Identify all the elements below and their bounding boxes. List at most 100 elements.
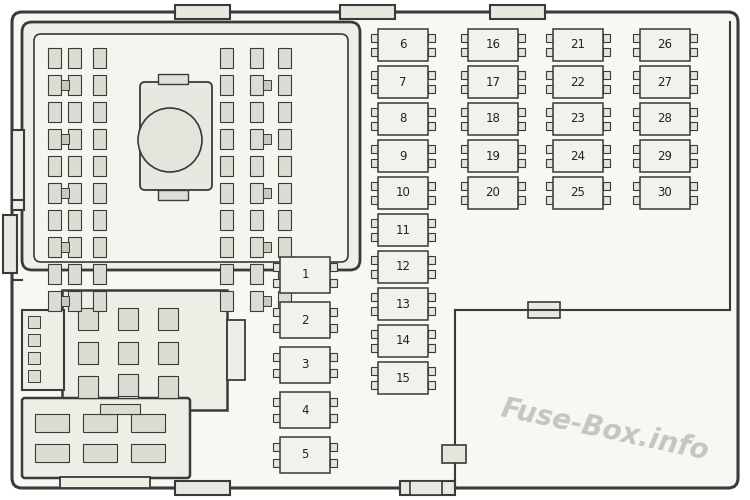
Bar [48,237,61,257]
Bar [330,443,337,452]
Bar [518,196,525,204]
Bar [278,210,291,230]
Bar [273,414,280,422]
Bar [68,237,81,257]
Text: 13: 13 [395,298,410,310]
Text: Fuse-Box.info: Fuse-Box.info [498,394,712,466]
Bar [220,48,233,68]
Bar [546,145,553,153]
Bar [468,29,518,61]
Bar [93,75,106,95]
Bar [330,308,337,316]
Bar [428,71,435,79]
Bar [93,48,106,68]
Bar [22,310,64,390]
Text: 22: 22 [571,76,586,88]
Bar [428,270,435,278]
Text: 18: 18 [485,112,500,126]
Bar [227,320,245,380]
Circle shape [138,108,202,172]
Bar [546,159,553,167]
Bar [62,290,227,410]
Bar [340,5,395,19]
Bar [250,210,263,230]
Bar [48,48,61,68]
Bar [428,48,435,56]
FancyBboxPatch shape [34,34,348,262]
Bar [48,129,61,149]
Bar [273,443,280,452]
Bar [442,445,466,463]
Bar [48,210,61,230]
Text: 29: 29 [658,150,673,162]
Bar [28,334,40,346]
Text: 25: 25 [571,186,586,200]
Bar [428,108,435,116]
Bar [100,404,140,414]
Bar [60,477,150,488]
Bar [428,293,435,301]
Text: 9: 9 [399,150,406,162]
Bar [378,362,428,394]
Bar [603,159,610,167]
Bar [528,302,560,318]
Bar [93,237,106,257]
Bar [175,481,230,495]
Bar [371,307,378,315]
Bar [603,48,610,56]
Bar [378,288,428,320]
Bar [371,293,378,301]
Text: 3: 3 [302,358,309,372]
Bar [263,242,271,252]
Bar [78,376,98,398]
Bar [220,102,233,122]
FancyBboxPatch shape [140,82,212,190]
Text: 11: 11 [395,224,410,236]
Bar [378,103,428,135]
Bar [468,140,518,172]
Bar [118,376,138,398]
Bar [640,140,690,172]
Bar [35,414,69,432]
Text: 4: 4 [302,404,309,416]
Bar [250,291,263,311]
Bar [371,85,378,93]
Bar [371,108,378,116]
Bar [278,156,291,176]
Bar [61,188,69,198]
Bar [461,85,468,93]
FancyBboxPatch shape [12,12,738,488]
Bar [690,182,697,190]
Bar [633,159,640,167]
Bar [461,182,468,190]
Bar [83,414,117,432]
Bar [48,264,61,284]
Bar [250,75,263,95]
Bar [371,145,378,153]
Bar [633,48,640,56]
Text: 15: 15 [395,372,410,384]
Bar [428,367,435,375]
Bar [603,85,610,93]
Bar [428,159,435,167]
Bar [546,71,553,79]
Bar [633,34,640,42]
Bar [371,122,378,130]
Bar [518,122,525,130]
FancyBboxPatch shape [22,22,360,270]
Bar [518,182,525,190]
Bar [603,34,610,42]
Bar [263,80,271,90]
Bar [280,257,330,293]
Text: 7: 7 [399,76,406,88]
Bar [250,264,263,284]
Bar [118,308,138,330]
Bar [428,219,435,227]
Bar [461,122,468,130]
Bar [273,263,280,272]
Bar [518,108,525,116]
Bar [400,481,455,495]
Bar [371,330,378,338]
Text: 6: 6 [399,38,406,52]
Bar [48,156,61,176]
